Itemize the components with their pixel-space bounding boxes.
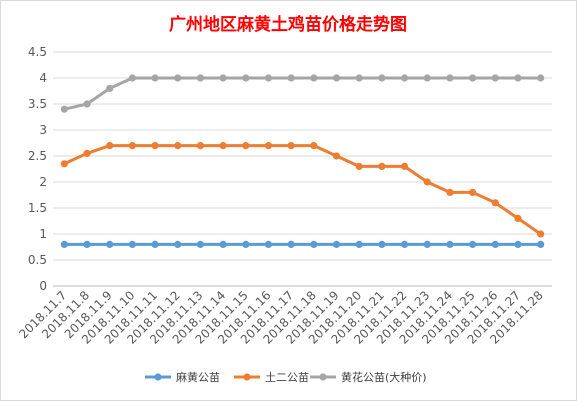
series-line bbox=[62, 144, 543, 236]
data-point bbox=[287, 142, 295, 150]
y-axis-ticks: 0 0.5 1 1.5 2 2.5 3 3.5 4 4.5 bbox=[28, 45, 47, 293]
data-point bbox=[196, 240, 205, 248]
data-point bbox=[491, 240, 499, 248]
legend-label: 黄花公苗(大种价) bbox=[341, 370, 427, 384]
legend-marker bbox=[319, 373, 327, 381]
data-point bbox=[196, 142, 205, 150]
data-point bbox=[355, 162, 363, 170]
x-axis-ticks: 2018.11.72018.11.82018.11.92018.11.10201… bbox=[16, 288, 545, 346]
legend-label: 麻黄公苗 bbox=[176, 370, 220, 384]
data-point bbox=[60, 240, 68, 248]
legend-marker bbox=[154, 373, 162, 381]
data-point bbox=[514, 240, 522, 248]
series-2 bbox=[60, 142, 545, 238]
data-point bbox=[264, 74, 273, 82]
data-point bbox=[446, 74, 454, 82]
data-point bbox=[128, 142, 136, 150]
data-point bbox=[128, 74, 136, 82]
data-point bbox=[219, 74, 227, 82]
data-point bbox=[174, 142, 182, 150]
data-point bbox=[400, 74, 409, 82]
y-tick-label: 3 bbox=[39, 123, 47, 137]
data-point bbox=[151, 240, 159, 248]
data-point bbox=[287, 240, 295, 248]
data-point bbox=[423, 74, 431, 82]
series-lines bbox=[60, 74, 545, 248]
legend: 麻黄公苗 土二公苗 黄花公苗(大种价) bbox=[145, 370, 427, 384]
data-point bbox=[242, 142, 250, 150]
data-point bbox=[219, 240, 227, 248]
series-3 bbox=[60, 74, 545, 113]
data-point bbox=[60, 105, 68, 113]
data-point bbox=[151, 142, 159, 150]
data-point bbox=[174, 240, 182, 248]
data-point bbox=[196, 74, 205, 82]
data-point bbox=[514, 214, 522, 222]
data-point bbox=[514, 74, 522, 82]
y-tick-label: 2 bbox=[39, 175, 47, 189]
data-point bbox=[174, 74, 182, 82]
data-point bbox=[378, 74, 386, 82]
data-point bbox=[469, 188, 477, 196]
data-point bbox=[219, 142, 227, 150]
data-point bbox=[83, 240, 91, 248]
y-tick-label: 4 bbox=[39, 71, 47, 85]
data-point bbox=[400, 240, 409, 248]
data-point bbox=[264, 240, 273, 248]
data-point bbox=[400, 162, 409, 170]
data-point bbox=[378, 162, 386, 170]
data-point bbox=[60, 160, 68, 168]
data-point bbox=[491, 199, 499, 207]
data-point bbox=[491, 74, 499, 82]
y-tick-label: 1 bbox=[39, 227, 47, 241]
data-point bbox=[83, 149, 91, 157]
data-point bbox=[355, 240, 363, 248]
data-point bbox=[355, 74, 363, 82]
y-tick-label: 0 bbox=[39, 279, 47, 293]
y-tick-label: 3.5 bbox=[28, 97, 47, 111]
data-point bbox=[264, 142, 273, 150]
data-point bbox=[287, 74, 295, 82]
data-point bbox=[332, 152, 341, 160]
chart-title: 广州地区麻黄土鸡苗价格走势图 bbox=[169, 14, 407, 35]
data-point bbox=[446, 240, 454, 248]
data-point bbox=[537, 74, 545, 82]
data-point bbox=[106, 142, 114, 150]
data-point bbox=[446, 188, 454, 196]
data-point bbox=[332, 74, 341, 82]
legend-label: 土二公苗 bbox=[265, 371, 309, 384]
series-1 bbox=[60, 240, 545, 248]
data-point bbox=[310, 142, 318, 150]
data-point bbox=[423, 178, 431, 186]
data-point bbox=[310, 240, 318, 248]
data-point bbox=[378, 240, 386, 248]
data-point bbox=[332, 240, 341, 248]
y-tick-label: 0.5 bbox=[28, 253, 47, 267]
data-point bbox=[106, 240, 114, 248]
data-point bbox=[310, 74, 318, 82]
data-point bbox=[469, 74, 477, 82]
data-point bbox=[242, 74, 250, 82]
data-point bbox=[242, 240, 250, 248]
data-point bbox=[469, 240, 477, 248]
y-tick-label: 1.5 bbox=[28, 201, 47, 215]
y-tick-label: 2.5 bbox=[28, 149, 47, 163]
gridlines bbox=[53, 51, 552, 287]
data-point bbox=[106, 84, 114, 92]
data-point bbox=[151, 74, 159, 82]
data-point bbox=[128, 240, 136, 248]
data-point bbox=[83, 100, 91, 108]
legend-marker bbox=[243, 373, 251, 381]
series-line bbox=[62, 76, 543, 111]
data-point bbox=[537, 240, 545, 248]
data-point bbox=[423, 240, 431, 248]
y-tick-label: 4.5 bbox=[28, 45, 47, 59]
data-point bbox=[537, 230, 545, 238]
